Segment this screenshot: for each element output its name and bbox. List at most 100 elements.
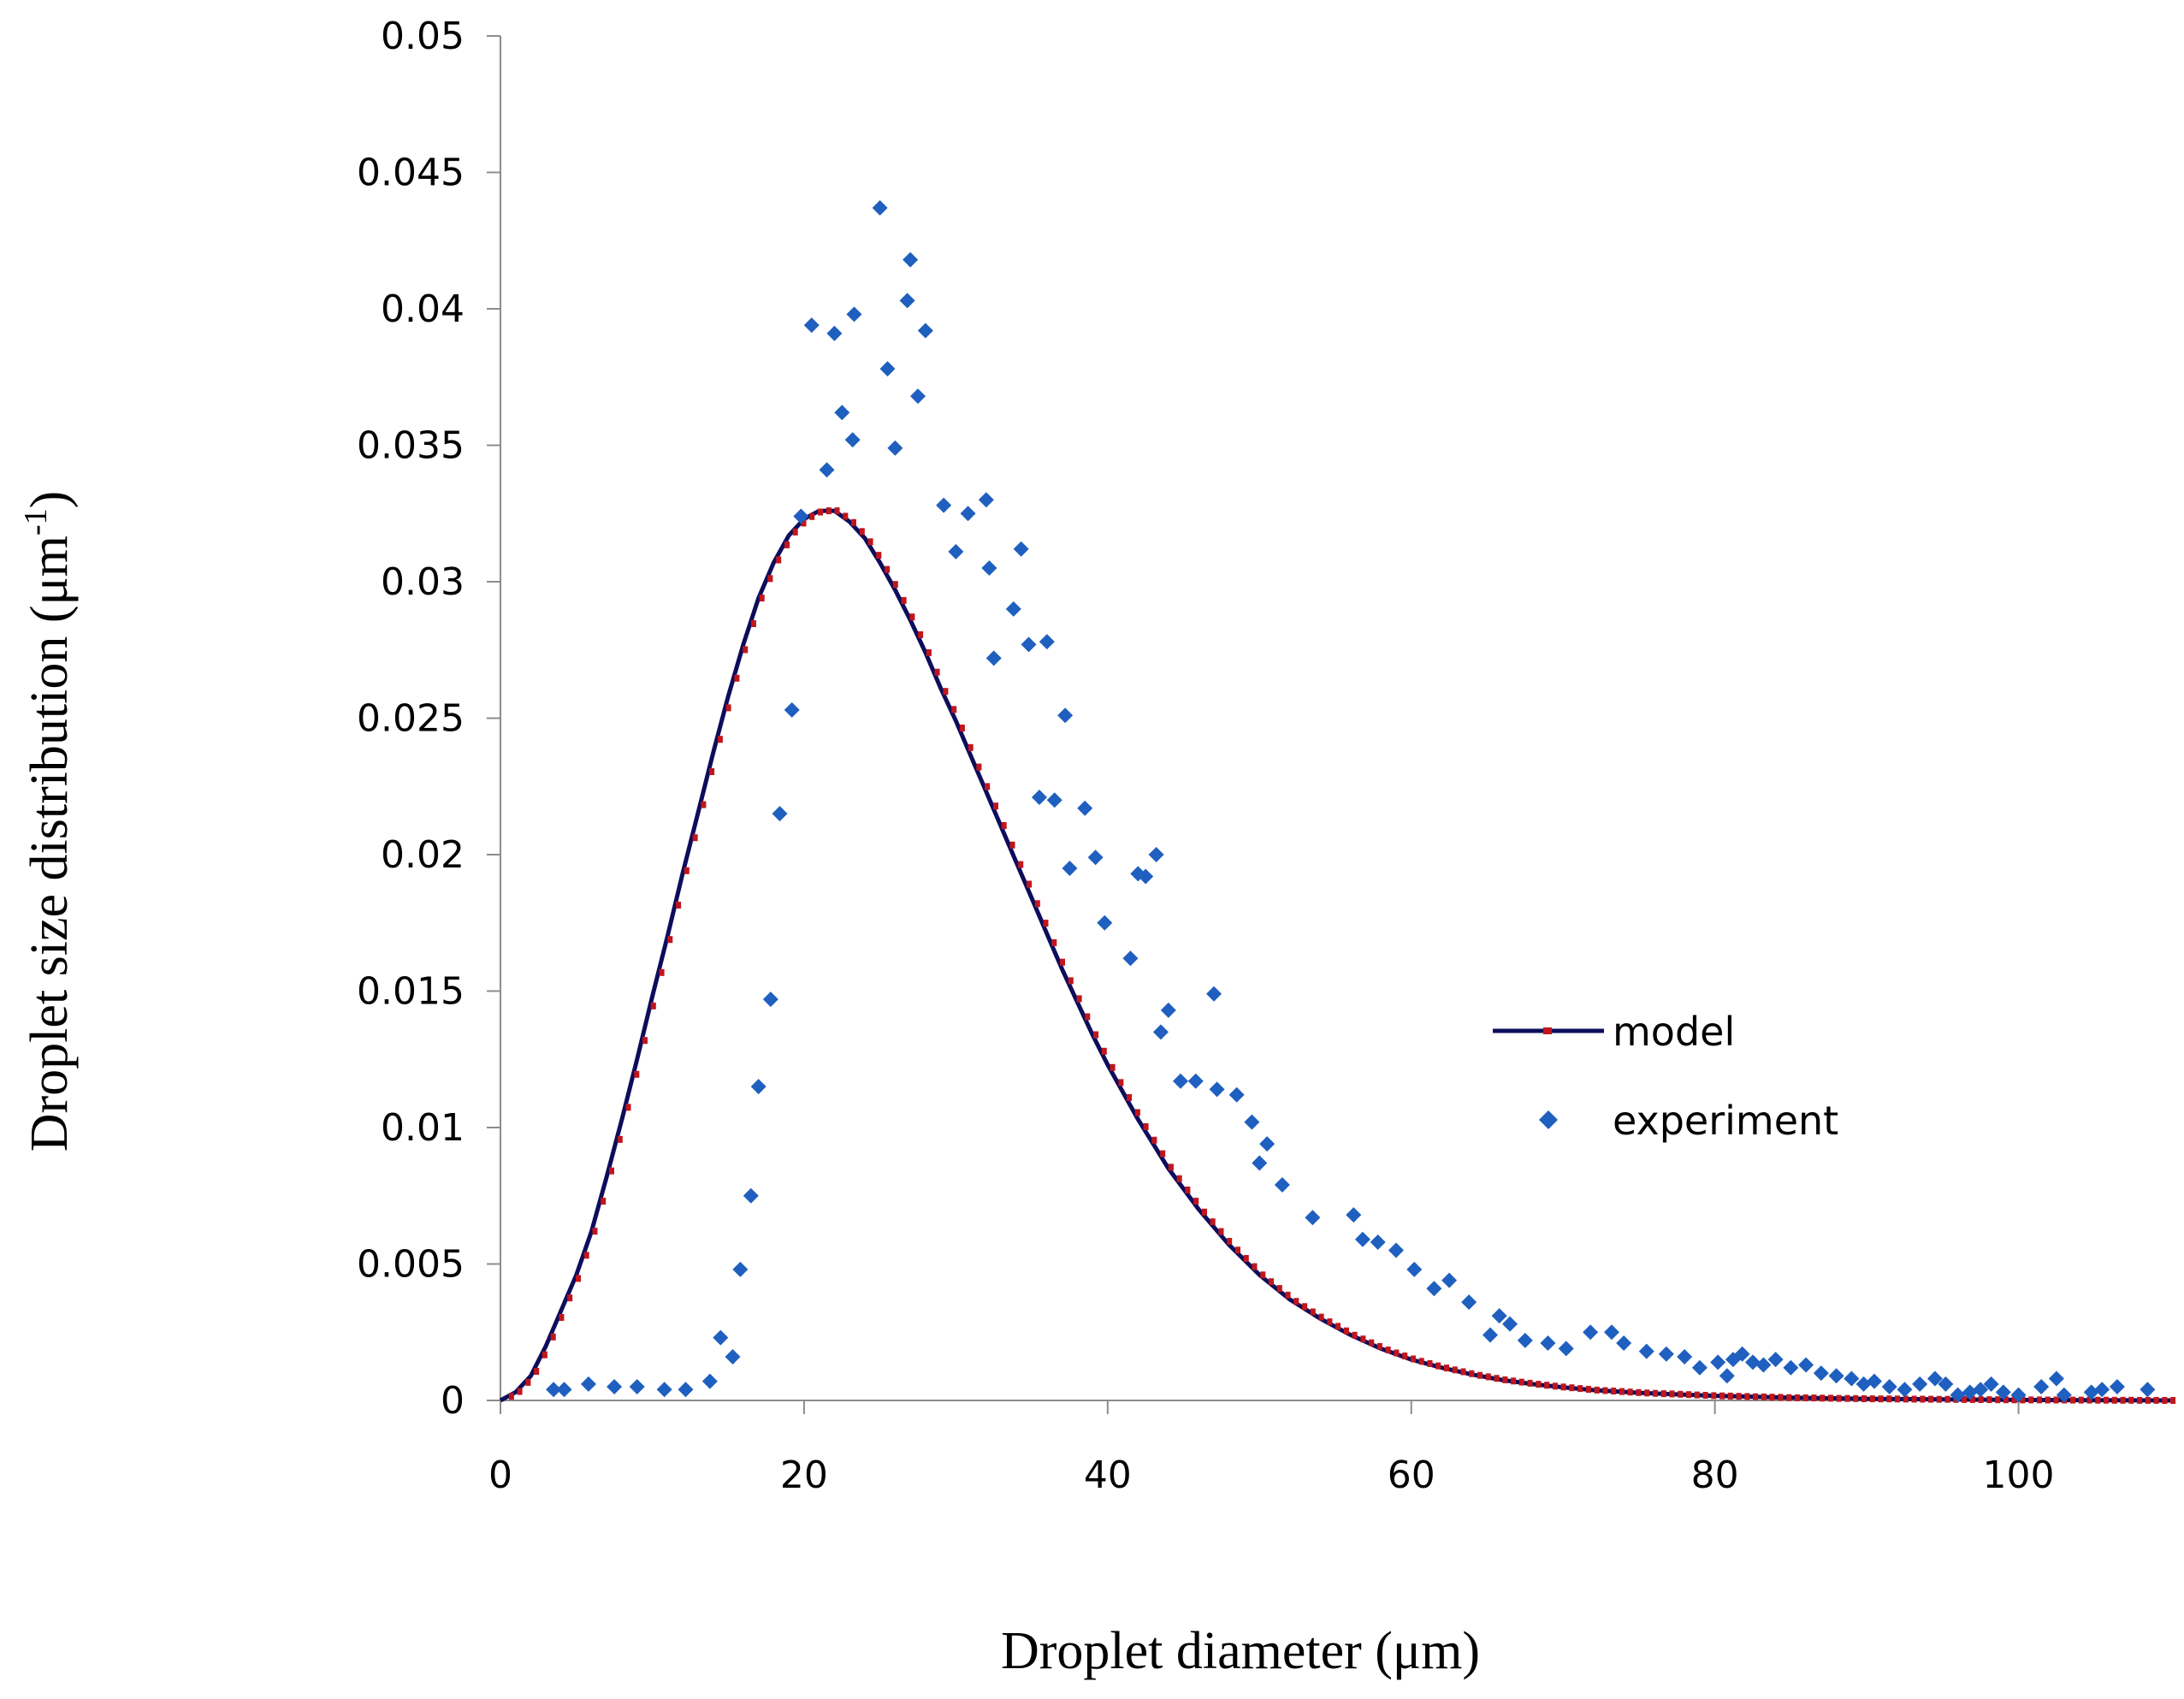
model-marker: [684, 867, 690, 874]
model-marker: [1360, 1335, 1366, 1343]
model-marker: [767, 575, 773, 583]
model-series: [499, 507, 2176, 1404]
model-marker: [1444, 1365, 1449, 1372]
model-marker: [2086, 1396, 2092, 1404]
model-marker: [1477, 1371, 1483, 1379]
experiment-point: [903, 252, 919, 268]
experiment-point: [1122, 950, 1139, 967]
experiment-point: [1995, 1384, 2011, 1400]
model-marker: [1536, 1381, 1542, 1388]
model-marker: [1694, 1391, 1700, 1399]
model-marker: [993, 802, 998, 810]
experiment-point: [1160, 1002, 1176, 1018]
model-marker: [2104, 1396, 2109, 1404]
experiment-point: [607, 1379, 623, 1395]
y-axis-title-close: ): [21, 491, 79, 509]
experiment-point: [981, 560, 997, 577]
experiment-point: [1148, 847, 1164, 862]
experiment-point: [762, 992, 778, 1008]
experiment-point: [1388, 1242, 1404, 1258]
model-marker: [1577, 1385, 1583, 1393]
model-marker: [1769, 1394, 1775, 1401]
model-marker: [1276, 1285, 1282, 1293]
experiment-point: [2033, 1379, 2050, 1395]
model-marker: [1193, 1198, 1199, 1205]
experiment-point: [1370, 1234, 1386, 1250]
model-marker: [1594, 1386, 1600, 1394]
model-marker: [1844, 1394, 1850, 1402]
model-marker: [1210, 1218, 1216, 1226]
experiment-point: [1031, 790, 1047, 806]
experiment-point: [1734, 1346, 1750, 1362]
experiment-point: [1938, 1376, 1954, 1392]
model-marker: [650, 1002, 656, 1009]
model-marker: [1034, 900, 1040, 908]
experiment-point: [1658, 1346, 1674, 1362]
model-marker: [592, 1228, 598, 1235]
experiment-point: [1172, 1073, 1188, 1089]
model-marker: [1435, 1362, 1441, 1370]
experiment-point: [1021, 636, 1037, 653]
model-marker: [834, 507, 840, 515]
experiment-point: [1005, 601, 1021, 617]
experiment-point: [793, 508, 809, 524]
model-marker: [2045, 1396, 2051, 1404]
experiment-point: [701, 1373, 718, 1389]
model-marker: [2011, 1396, 2017, 1404]
experiment-point: [1603, 1324, 1619, 1341]
y-axis-title: Droplet size distribution (μm-1): [18, 491, 79, 1152]
model-marker: [1711, 1392, 1717, 1400]
x-ticks: 0 20 40 60 80 100: [488, 1400, 2055, 1497]
model-marker: [1660, 1390, 1666, 1398]
model-marker: [692, 834, 698, 842]
model-marker: [1168, 1163, 1174, 1171]
experiment-point: [1252, 1155, 1268, 1171]
model-marker: [601, 1198, 607, 1205]
model-marker: [550, 1333, 556, 1341]
model-marker: [968, 743, 974, 751]
model-marker: [1986, 1396, 1992, 1404]
experiment-point: [879, 361, 896, 377]
experiment-point: [1502, 1316, 1518, 1332]
experiment-point: [1062, 860, 1078, 876]
model-marker: [1995, 1396, 2001, 1404]
model-marker: [918, 630, 924, 638]
model-marker: [1544, 1382, 1550, 1389]
model-marker: [1001, 822, 1007, 829]
experiment-point: [819, 462, 835, 478]
model-marker: [1736, 1393, 1742, 1400]
experiment-point: [2056, 1387, 2072, 1403]
experiment-point: [1517, 1332, 1533, 1348]
y-tick-label: 0.03: [381, 560, 465, 604]
model-marker: [659, 968, 665, 976]
experiment-point: [834, 405, 850, 421]
model-marker: [1460, 1368, 1466, 1376]
model-marker: [1669, 1390, 1675, 1398]
model-marker: [1369, 1339, 1375, 1347]
model-marker: [609, 1167, 614, 1175]
model-marker: [1794, 1394, 1800, 1401]
experiment-point: [1962, 1384, 1978, 1400]
model-marker: [1394, 1349, 1400, 1357]
model-marker: [1143, 1123, 1149, 1130]
model-marker: [1969, 1395, 1975, 1403]
experiment-point: [1719, 1368, 1735, 1384]
experiment-point: [1274, 1176, 1290, 1193]
experiment-point: [1426, 1281, 1442, 1297]
experiment-point: [678, 1382, 694, 1398]
experiment-point: [1305, 1210, 1321, 1226]
model-marker: [885, 565, 891, 573]
experiment-point: [872, 199, 888, 216]
experiment-point: [917, 323, 933, 339]
model-marker: [1686, 1391, 1691, 1399]
model-marker: [1719, 1392, 1725, 1400]
experiment-point: [1013, 541, 1029, 557]
experiment-point: [1927, 1370, 1943, 1387]
model-marker: [743, 646, 749, 654]
experiment-point: [948, 543, 964, 559]
model-marker: [1511, 1377, 1517, 1385]
x-tick-label: 60: [1388, 1453, 1435, 1497]
experiment-point: [1856, 1376, 1872, 1392]
x-tick-label: 20: [780, 1453, 828, 1497]
